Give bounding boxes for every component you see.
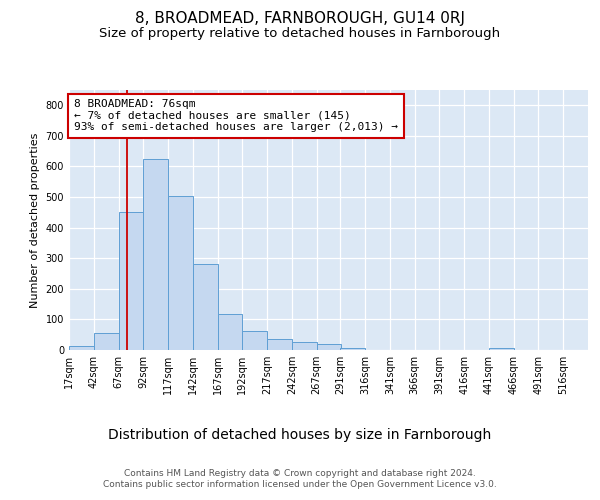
Text: Distribution of detached houses by size in Farnborough: Distribution of detached houses by size …: [109, 428, 491, 442]
Bar: [218, 314, 242, 350]
Bar: [242, 331, 267, 350]
Bar: [119, 212, 143, 350]
Text: 8, BROADMEAD, FARNBOROUGH, GU14 0RJ: 8, BROADMEAD, FARNBOROUGH, GU14 0RJ: [135, 11, 465, 26]
Text: Size of property relative to detached houses in Farnborough: Size of property relative to detached ho…: [100, 28, 500, 40]
Y-axis label: Number of detached properties: Number of detached properties: [30, 132, 40, 308]
Bar: [168, 196, 193, 350]
Bar: [69, 346, 94, 350]
Bar: [340, 348, 365, 350]
Bar: [317, 344, 341, 350]
Bar: [193, 264, 218, 350]
Text: Contains public sector information licensed under the Open Government Licence v3: Contains public sector information licen…: [103, 480, 497, 489]
Bar: [143, 159, 168, 350]
Text: 8 BROADMEAD: 76sqm
← 7% of detached houses are smaller (145)
93% of semi-detache: 8 BROADMEAD: 76sqm ← 7% of detached hous…: [74, 99, 398, 132]
Bar: [94, 333, 119, 350]
Text: Contains HM Land Registry data © Crown copyright and database right 2024.: Contains HM Land Registry data © Crown c…: [124, 469, 476, 478]
Bar: [292, 342, 317, 350]
Bar: [267, 340, 292, 350]
Bar: [489, 348, 514, 350]
